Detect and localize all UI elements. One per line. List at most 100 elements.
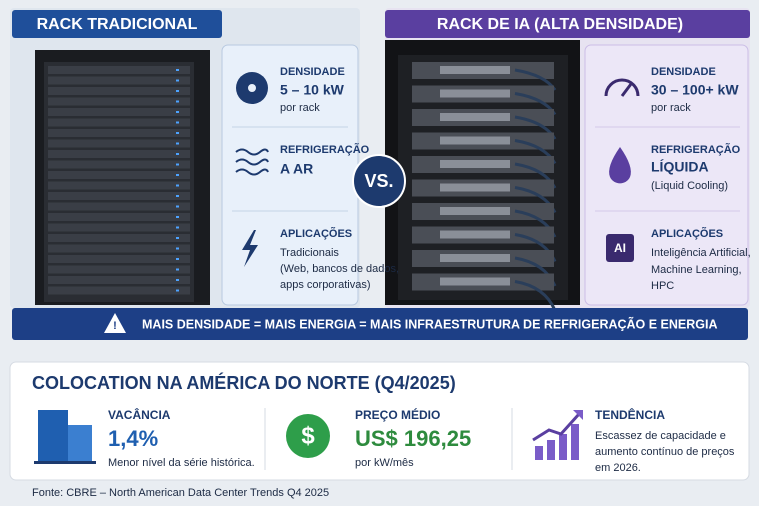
text: apps corporativas) xyxy=(280,279,371,291)
rack-part xyxy=(176,153,179,155)
rack-part xyxy=(176,205,179,208)
rack-part xyxy=(48,160,190,169)
right-title: RACK DE IA (ALTA DENSIDADE) xyxy=(437,16,683,33)
value: US$ 196,25 xyxy=(355,426,471,451)
text: Escassez de capacidade e xyxy=(595,430,726,442)
building-icon xyxy=(34,410,96,464)
warning-mark: ! xyxy=(113,320,117,332)
drop-icon xyxy=(609,147,631,184)
rack-part xyxy=(176,258,179,260)
rack-part xyxy=(176,195,179,197)
banner xyxy=(12,308,748,340)
rack-part xyxy=(48,76,190,85)
rack-part xyxy=(48,139,190,148)
note: por kW/mês xyxy=(355,457,414,469)
text: HPC xyxy=(651,280,674,292)
gauge-needle xyxy=(620,83,633,97)
rack-part xyxy=(48,97,190,106)
value: 1,4% xyxy=(108,426,158,451)
rack-part xyxy=(48,223,190,232)
text: Tradicionais xyxy=(280,247,339,259)
label: TENDÊNCIA xyxy=(595,407,665,422)
rack-part xyxy=(176,216,179,218)
traditional-rack xyxy=(35,50,210,305)
note: (Liquid Cooling) xyxy=(651,180,728,192)
rack-part xyxy=(176,279,179,281)
rack-part xyxy=(440,160,510,168)
text: Machine Learning, xyxy=(651,264,742,276)
note: Menor nível da série histórica. xyxy=(108,457,255,469)
right-header xyxy=(385,10,750,38)
gauge-icon xyxy=(604,78,640,97)
air-icon xyxy=(235,148,269,176)
rack-part xyxy=(48,265,190,274)
rack-part xyxy=(48,87,190,95)
rack-part xyxy=(48,202,190,211)
rack-part xyxy=(48,171,190,179)
rack-part xyxy=(176,111,179,113)
source: Fonte: CBRE – North American Data Center… xyxy=(32,487,329,499)
rack-part xyxy=(48,244,190,253)
rack-part xyxy=(176,174,179,176)
vs-badge xyxy=(352,154,406,208)
value: 5 – 10 kW xyxy=(280,82,345,98)
rack-part xyxy=(440,89,510,98)
label: APLICAÇÕES xyxy=(651,227,723,240)
label: DENSIDADE xyxy=(280,66,345,78)
rack-part xyxy=(176,79,179,82)
bolt-icon xyxy=(242,230,258,267)
left-title: RACK TRADICIONAL xyxy=(37,16,198,33)
rack-part xyxy=(176,163,179,166)
rack-part xyxy=(176,90,179,92)
value: LÍQUIDA xyxy=(651,159,709,175)
unit: por rack xyxy=(651,102,691,114)
rack-part xyxy=(48,66,190,74)
label: DENSIDADE xyxy=(651,66,716,78)
rack-part xyxy=(176,226,179,229)
trend-icon xyxy=(532,410,583,460)
rack-part xyxy=(48,108,190,116)
rack-part xyxy=(176,142,179,145)
label: REFRIGERAÇÃO xyxy=(651,143,741,156)
rack-part xyxy=(440,136,510,145)
rack-part xyxy=(440,183,510,192)
text: Inteligência Artificial, xyxy=(651,247,751,259)
rack-part xyxy=(48,213,190,221)
fan-hub xyxy=(248,84,256,92)
rack-part xyxy=(440,230,510,239)
rack-part xyxy=(48,234,190,242)
rack-part xyxy=(48,181,190,190)
value: 30 – 100+ kW xyxy=(651,82,739,98)
rack-part xyxy=(176,69,179,71)
value: A AR xyxy=(280,161,313,177)
unit: por rack xyxy=(280,102,320,114)
rack-part xyxy=(176,121,179,124)
rack-part xyxy=(176,247,179,250)
dollar-icon xyxy=(286,414,330,458)
rack-part xyxy=(176,237,179,239)
rack-part xyxy=(440,113,510,121)
rack-part xyxy=(48,286,190,295)
text: em 2026. xyxy=(595,462,641,474)
label: VACÂNCIA xyxy=(108,407,171,422)
rack-part xyxy=(440,277,510,286)
label: PREÇO MÉDIO xyxy=(355,407,440,422)
rack-part xyxy=(440,66,510,74)
market-title: COLOCATION NA AMÉRICA DO NORTE (Q4/2025) xyxy=(32,372,456,393)
rack-part xyxy=(176,184,179,187)
text: (Web, bancos de dados, xyxy=(280,263,399,275)
dollar-text: $ xyxy=(301,422,315,449)
rack-part xyxy=(440,207,510,215)
vs-text: VS. xyxy=(364,171,393,191)
chip-icon xyxy=(606,234,634,262)
label: REFRIGERAÇÃO xyxy=(280,143,370,156)
rack-part xyxy=(48,255,190,263)
rack-part xyxy=(48,192,190,200)
rack-part xyxy=(48,129,190,137)
rack-part xyxy=(48,118,190,127)
ai-rack xyxy=(385,40,580,312)
rack-part xyxy=(440,254,510,262)
rack-part xyxy=(48,150,190,158)
